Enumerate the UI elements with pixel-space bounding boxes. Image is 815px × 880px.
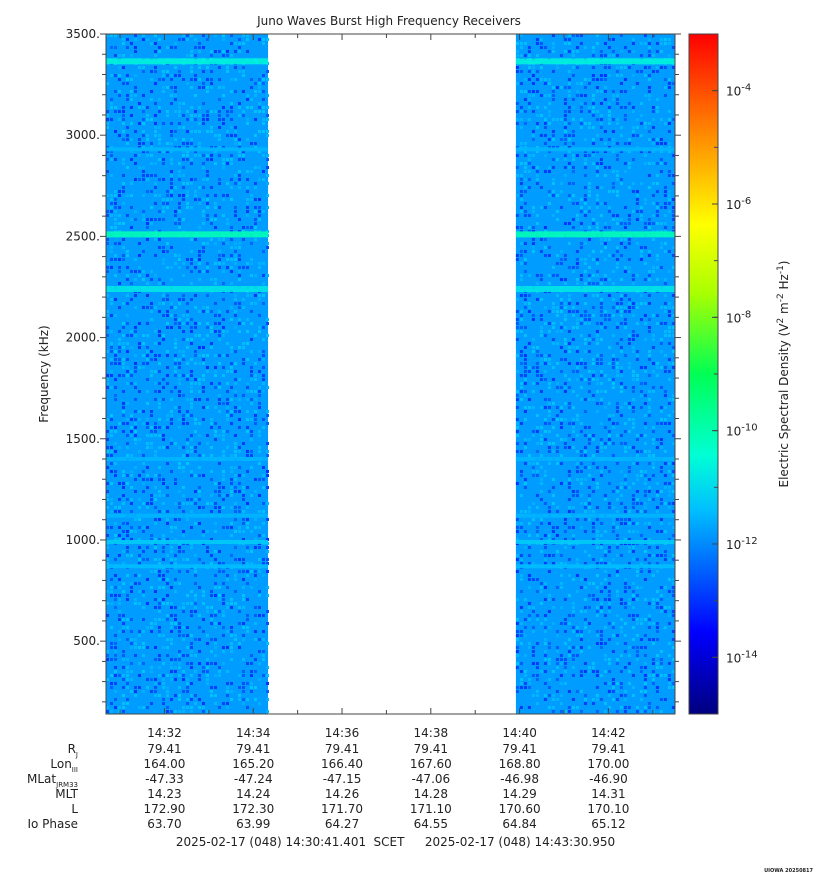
ephemeris-row-label: LonIII xyxy=(50,757,78,774)
ephemeris-table: RJ 79.41 79.41 79.41 79.41 79.41 79.41 LonIII 16… xyxy=(27,742,629,831)
colorbar-label: Electric Spectral Density (V2 m-2 Hz-1) xyxy=(776,260,791,487)
ephemeris-value: 79.41 xyxy=(325,742,359,756)
ephemeris-value: -47.06 xyxy=(411,772,450,786)
x-axis: 14:32 14:34 14:36 14:38 14:40 14:42 xyxy=(119,34,654,740)
ephemeris-value: 64.55 xyxy=(414,817,448,831)
ephemeris-value: 63.99 xyxy=(236,817,270,831)
emission-line xyxy=(515,231,675,238)
chart-title: Juno Waves Burst High Frequency Receiver… xyxy=(256,14,521,28)
ephemeris-value: -47.33 xyxy=(145,772,184,786)
ephemeris-value: 171.10 xyxy=(410,802,452,816)
footer-start-time: 2025-02-17 (048) 14:30:41.401 xyxy=(176,835,366,849)
data-segment-1 xyxy=(106,34,269,714)
ephemeris-value: 165.20 xyxy=(232,757,274,771)
y-axis-label: Frequency (kHz) xyxy=(37,325,51,422)
y-tick-label: 500. xyxy=(73,634,100,648)
colorbar-tick-label: 10-4 xyxy=(726,82,751,99)
ephemeris-value: 64.27 xyxy=(325,817,359,831)
emission-line xyxy=(515,564,675,569)
ephemeris-row-label: L xyxy=(71,802,78,816)
ephemeris-value: 171.70 xyxy=(321,802,363,816)
ephemeris-value: -47.24 xyxy=(234,772,273,786)
ephemeris-value: -46.98 xyxy=(500,772,539,786)
emission-line xyxy=(106,457,269,461)
emission-line xyxy=(106,147,269,152)
ephemeris-value: 170.00 xyxy=(587,757,629,771)
x-tick-label: 14:38 xyxy=(414,726,449,740)
emission-line xyxy=(106,539,269,544)
ephemeris-value: 65.12 xyxy=(591,817,625,831)
y-tick-label: 1500. xyxy=(66,432,100,446)
ephemeris-value: 79.41 xyxy=(591,742,625,756)
y-tick-label: 1000. xyxy=(66,533,100,547)
colorbar-gradient xyxy=(688,33,719,715)
ephemeris-value: 14.24 xyxy=(236,787,270,801)
ephemeris-value: 79.41 xyxy=(502,742,536,756)
footer-scet-label: SCET xyxy=(374,835,406,849)
y-axis: 500. 1000. 1500. 2000. 2500. 3000. 3500. xyxy=(66,27,681,703)
emission-line xyxy=(515,147,675,152)
ephemeris-value: 172.90 xyxy=(143,802,185,816)
plot-frame xyxy=(105,33,676,715)
footer-end-time: 2025-02-17 (048) 14:43:30.950 xyxy=(425,835,615,849)
ephemeris-value: 170.10 xyxy=(587,802,629,816)
x-tick-label: 14:42 xyxy=(591,726,626,740)
y-tick-label: 3000. xyxy=(66,128,100,142)
colorbar: 10-4 10-6 10-8 10-10 10-12 10-14 Electric Spe… xyxy=(688,33,791,715)
emission-line xyxy=(106,513,269,518)
emission-line xyxy=(106,58,269,65)
spectrogram-plot-area: 500. 1000. 1500. 2000. 2500. 3000. 3500. 14:32… xyxy=(66,27,681,740)
ephemeris-value: 166.40 xyxy=(321,757,363,771)
version-stamp: UIOWA 20250817 xyxy=(764,868,813,874)
ephemeris-value: 170.60 xyxy=(499,802,541,816)
ephemeris-row-label: MLT xyxy=(55,787,78,801)
ephemeris-value: 14.28 xyxy=(414,787,448,801)
x-tick-label: 14:32 xyxy=(147,726,182,740)
data-segment-2 xyxy=(515,34,675,714)
ephemeris-value: 79.41 xyxy=(414,742,448,756)
emission-line xyxy=(106,564,269,569)
x-tick-label: 14:40 xyxy=(502,726,537,740)
x-tick-label: 14:36 xyxy=(325,726,360,740)
colorbar-tick-label: 10-6 xyxy=(726,196,751,213)
ephemeris-row-label: RJ xyxy=(68,742,78,759)
ephemeris-value: 168.80 xyxy=(499,757,541,771)
ephemeris-value: 172.30 xyxy=(232,802,274,816)
colorbar-tick-label: 10-12 xyxy=(726,536,758,553)
ephemeris-value: 79.41 xyxy=(147,742,181,756)
ephemeris-row-label: Io Phase xyxy=(27,817,78,831)
colorbar-tick-label: 10-8 xyxy=(726,309,751,326)
colorbar-ticks: 10-4 10-6 10-8 10-10 10-12 10-14 xyxy=(712,33,758,715)
x-tick-label: 14:34 xyxy=(236,726,271,740)
colorbar-tick-label: 10-14 xyxy=(726,649,758,666)
y-tick-label: 2000. xyxy=(66,331,100,345)
colorbar-tick-label: 10-10 xyxy=(726,422,758,439)
emission-line xyxy=(106,231,269,238)
time-footer: 2025-02-17 (048) 14:30:41.401 SCET 2025-… xyxy=(176,835,615,849)
ephemeris-value: 63.70 xyxy=(147,817,181,831)
ephemeris-value: 79.41 xyxy=(236,742,270,756)
ephemeris-row-label: MLatJRM33 xyxy=(27,772,78,789)
emission-line xyxy=(515,286,675,292)
emission-line xyxy=(515,58,675,65)
y-tick-label: 3500. xyxy=(66,27,100,41)
emission-line xyxy=(106,286,269,292)
ephemeris-value: 14.29 xyxy=(502,787,536,801)
emission-line xyxy=(515,457,675,461)
ephemeris-value: 14.31 xyxy=(591,787,625,801)
ephemeris-value: 14.26 xyxy=(325,787,359,801)
ephemeris-value: 164.00 xyxy=(143,757,185,771)
emission-line xyxy=(515,513,675,518)
ephemeris-value: 167.60 xyxy=(410,757,452,771)
emission-line xyxy=(515,539,675,544)
ephemeris-value: -47.15 xyxy=(323,772,362,786)
ephemeris-value: 14.23 xyxy=(147,787,181,801)
spectrogram-data xyxy=(106,34,675,714)
y-tick-label: 2500. xyxy=(66,229,100,243)
ephemeris-value: 64.84 xyxy=(502,817,536,831)
ephemeris-value: -46.90 xyxy=(589,772,628,786)
